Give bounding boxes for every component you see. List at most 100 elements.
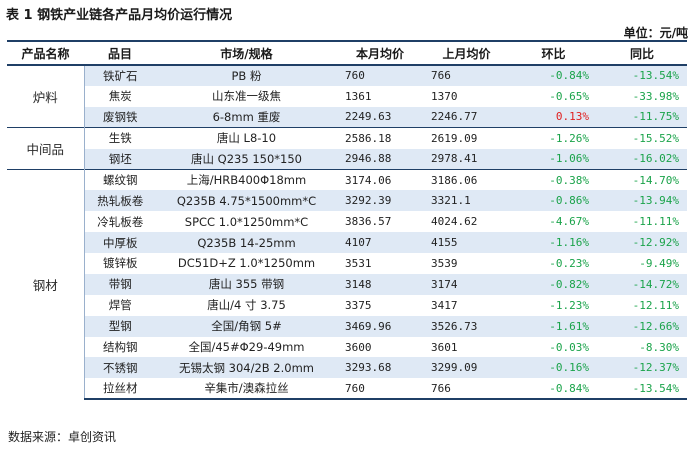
cell-previous-avg: 3539 <box>431 256 458 270</box>
cell-current-avg: 3293.68 <box>337 357 423 379</box>
cell-item: 铁矿石 <box>84 65 156 86</box>
cell-spec: 无锡太钢 304/2B 2.0mm <box>156 357 337 379</box>
cell-current-avg: 4107 <box>337 232 423 254</box>
cell-spec: 山东准一级焦 <box>212 89 281 104</box>
cell-yoy: -12.11% <box>632 298 679 312</box>
cell-spec: 6-8mm 重废 <box>156 106 337 128</box>
cell-mom: -1.06% <box>510 148 597 170</box>
table-row: 热轧板卷 Q235B 4.75*1500mm*C 3292.39 3321.1 -0.8… <box>7 190 687 212</box>
table-row: 不锈钢 无锡太钢 304/2B 2.0mm 3293.68 3299.09 -0.16%… <box>7 357 687 379</box>
group-label: 中间品 <box>7 127 85 170</box>
cell-item: 不锈钢 <box>84 357 156 379</box>
cell-item: 焊管 <box>108 298 132 313</box>
cell-mom: -0.23% <box>549 256 589 270</box>
cell-mom: -0.84% <box>510 378 597 401</box>
cell-item: 镀锌板 <box>103 256 138 271</box>
cell-yoy: -13.54% <box>597 65 687 86</box>
cell-yoy: -15.52% <box>597 127 687 149</box>
cell-current-avg: 3531 <box>345 256 372 270</box>
cell-yoy: -33.98% <box>632 89 679 103</box>
cell-current-avg: 2946.88 <box>337 148 423 170</box>
cell-previous-avg: 2978.41 <box>423 148 510 170</box>
cell-yoy: -12.92% <box>597 232 687 254</box>
cell-current-avg: 2586.18 <box>337 127 423 149</box>
cell-item: 废钢铁 <box>84 106 156 128</box>
cell-item: 钢坯 <box>84 148 156 170</box>
cell-current-avg: 3600 <box>345 340 372 354</box>
table-row: 炉料 铁矿石 PB 粉 760 766 -0.84% -13.54% <box>7 65 687 128</box>
cell-item: 冷轧板卷 <box>97 214 144 229</box>
cell-item: 热轧板卷 <box>84 190 156 212</box>
table-row: 焦炭 山东准一级焦 1361 1370 -0.65% -33.98% <box>7 86 687 107</box>
table-row: 带钢 唐山 355 带钢 3148 3174 -0.82% -14.72% <box>7 273 687 295</box>
cell-item: 带钢 <box>84 273 156 295</box>
table-row: 结构钢 全国/45#Φ29-49mm 3600 3601 -0.03% -8.30% <box>7 337 687 358</box>
cell-current-avg: 3836.57 <box>345 215 392 229</box>
cell-spec: 唐山 L8-10 <box>156 127 337 149</box>
header-current-avg: 本月均价 <box>337 40 423 66</box>
cell-previous-avg: 3174 <box>423 273 510 295</box>
cell-mom: 0.13% <box>510 106 597 128</box>
cell-spec: DC51D+Z 1.0*1250mm <box>177 256 316 271</box>
cell-previous-avg: 766 <box>423 378 510 401</box>
cell-item: 中厚板 <box>84 232 156 254</box>
cell-mom: -0.84% <box>510 65 597 86</box>
cell-yoy: -16.02% <box>597 148 687 170</box>
table-row: 镀锌板 DC51D+Z 1.0*1250mm 3531 3539 -0.23% -9.49… <box>7 253 687 274</box>
cell-current-avg: 3148 <box>337 273 423 295</box>
cell-yoy: -14.72% <box>597 273 687 295</box>
cell-mom: -0.82% <box>510 273 597 295</box>
cell-spec: 唐山/4 寸 3.75 <box>207 298 286 313</box>
table-row: 中厚板 Q235B 14-25mm 4107 4155 -1.16% -12.92% <box>7 232 687 254</box>
header-item: 品目 <box>84 40 156 66</box>
cell-previous-avg: 2619.09 <box>423 127 510 149</box>
cell-mom: -0.03% <box>549 340 589 354</box>
header-mom: 环比 <box>510 40 597 66</box>
cell-mom: -0.38% <box>510 168 597 191</box>
cell-previous-avg: 4155 <box>423 232 510 254</box>
cell-yoy: -14.70% <box>597 168 687 191</box>
cell-mom: -1.23% <box>549 298 589 312</box>
header-yoy: 同比 <box>597 40 687 66</box>
cell-yoy: -11.11% <box>632 215 679 229</box>
cell-item: 型钢 <box>84 315 156 337</box>
cell-previous-avg: 2246.77 <box>423 106 510 128</box>
cell-current-avg: 3375 <box>345 298 372 312</box>
cell-yoy: -12.37% <box>597 357 687 379</box>
cell-yoy: -8.30% <box>639 340 679 354</box>
cell-previous-avg: 4024.62 <box>431 215 478 229</box>
cell-spec: 唐山 Q235 150*150 <box>156 148 337 170</box>
table-row: 中间品 生铁 唐山 L8-10 2586.18 2619.09 -1.26% -15.52% <box>7 127 687 170</box>
cell-yoy: -12.66% <box>597 315 687 337</box>
table-row: 焊管 唐山/4 寸 3.75 3375 3417 -1.23% -12.11% <box>7 295 687 316</box>
unit-label: 单位：元/吨 <box>623 26 688 40</box>
table-row: 钢坯 唐山 Q235 150*150 2946.88 2978.41 -1.06% -16… <box>7 148 687 170</box>
cell-spec: 全国/角钢 5# <box>156 315 337 337</box>
table-row: 型钢 全国/角钢 5# 3469.96 3526.73 -1.61% -12.66% <box>7 315 687 337</box>
cell-spec: 上海/HRB400Φ18mm <box>156 168 337 191</box>
table-row: 废钢铁 6-8mm 重废 2249.63 2246.77 0.13% -11.75% <box>7 106 687 128</box>
cell-previous-avg: 3321.1 <box>423 190 510 212</box>
cell-mom: -0.16% <box>510 357 597 379</box>
cell-current-avg: 3174.06 <box>337 168 423 191</box>
cell-mom: -1.16% <box>510 232 597 254</box>
cell-spec: 唐山 355 带钢 <box>156 273 337 295</box>
cell-current-avg: 760 <box>337 378 423 401</box>
table-row: 冷轧板卷 SPCC 1.0*1250mm*C 3836.57 4024.62 -4.67… <box>7 211 687 232</box>
cell-previous-avg: 3299.09 <box>423 357 510 379</box>
cell-current-avg: 760 <box>337 65 423 86</box>
cell-yoy: -13.94% <box>597 190 687 212</box>
cell-current-avg: 3292.39 <box>337 190 423 212</box>
cell-spec: Q235B 14-25mm <box>156 232 337 254</box>
data-source: 数据来源：卓创资讯 <box>8 430 117 444</box>
cell-previous-avg: 3526.73 <box>423 315 510 337</box>
cell-current-avg: 2249.63 <box>337 106 423 128</box>
cell-spec: SPCC 1.0*1250mm*C <box>184 214 309 229</box>
cell-spec: 全国/45#Φ29-49mm <box>188 340 305 355</box>
cell-previous-avg: 3417 <box>431 298 458 312</box>
table-row: 拉丝材 辛集市/澳森拉丝 760 766 -0.84% -13.54% <box>7 378 687 401</box>
cell-mom: -4.67% <box>549 215 589 229</box>
header-row: 产品名称 品目 市场/规格 本月均价 上月均价 环比 同比 <box>7 40 687 66</box>
cell-yoy: -13.54% <box>597 378 687 401</box>
